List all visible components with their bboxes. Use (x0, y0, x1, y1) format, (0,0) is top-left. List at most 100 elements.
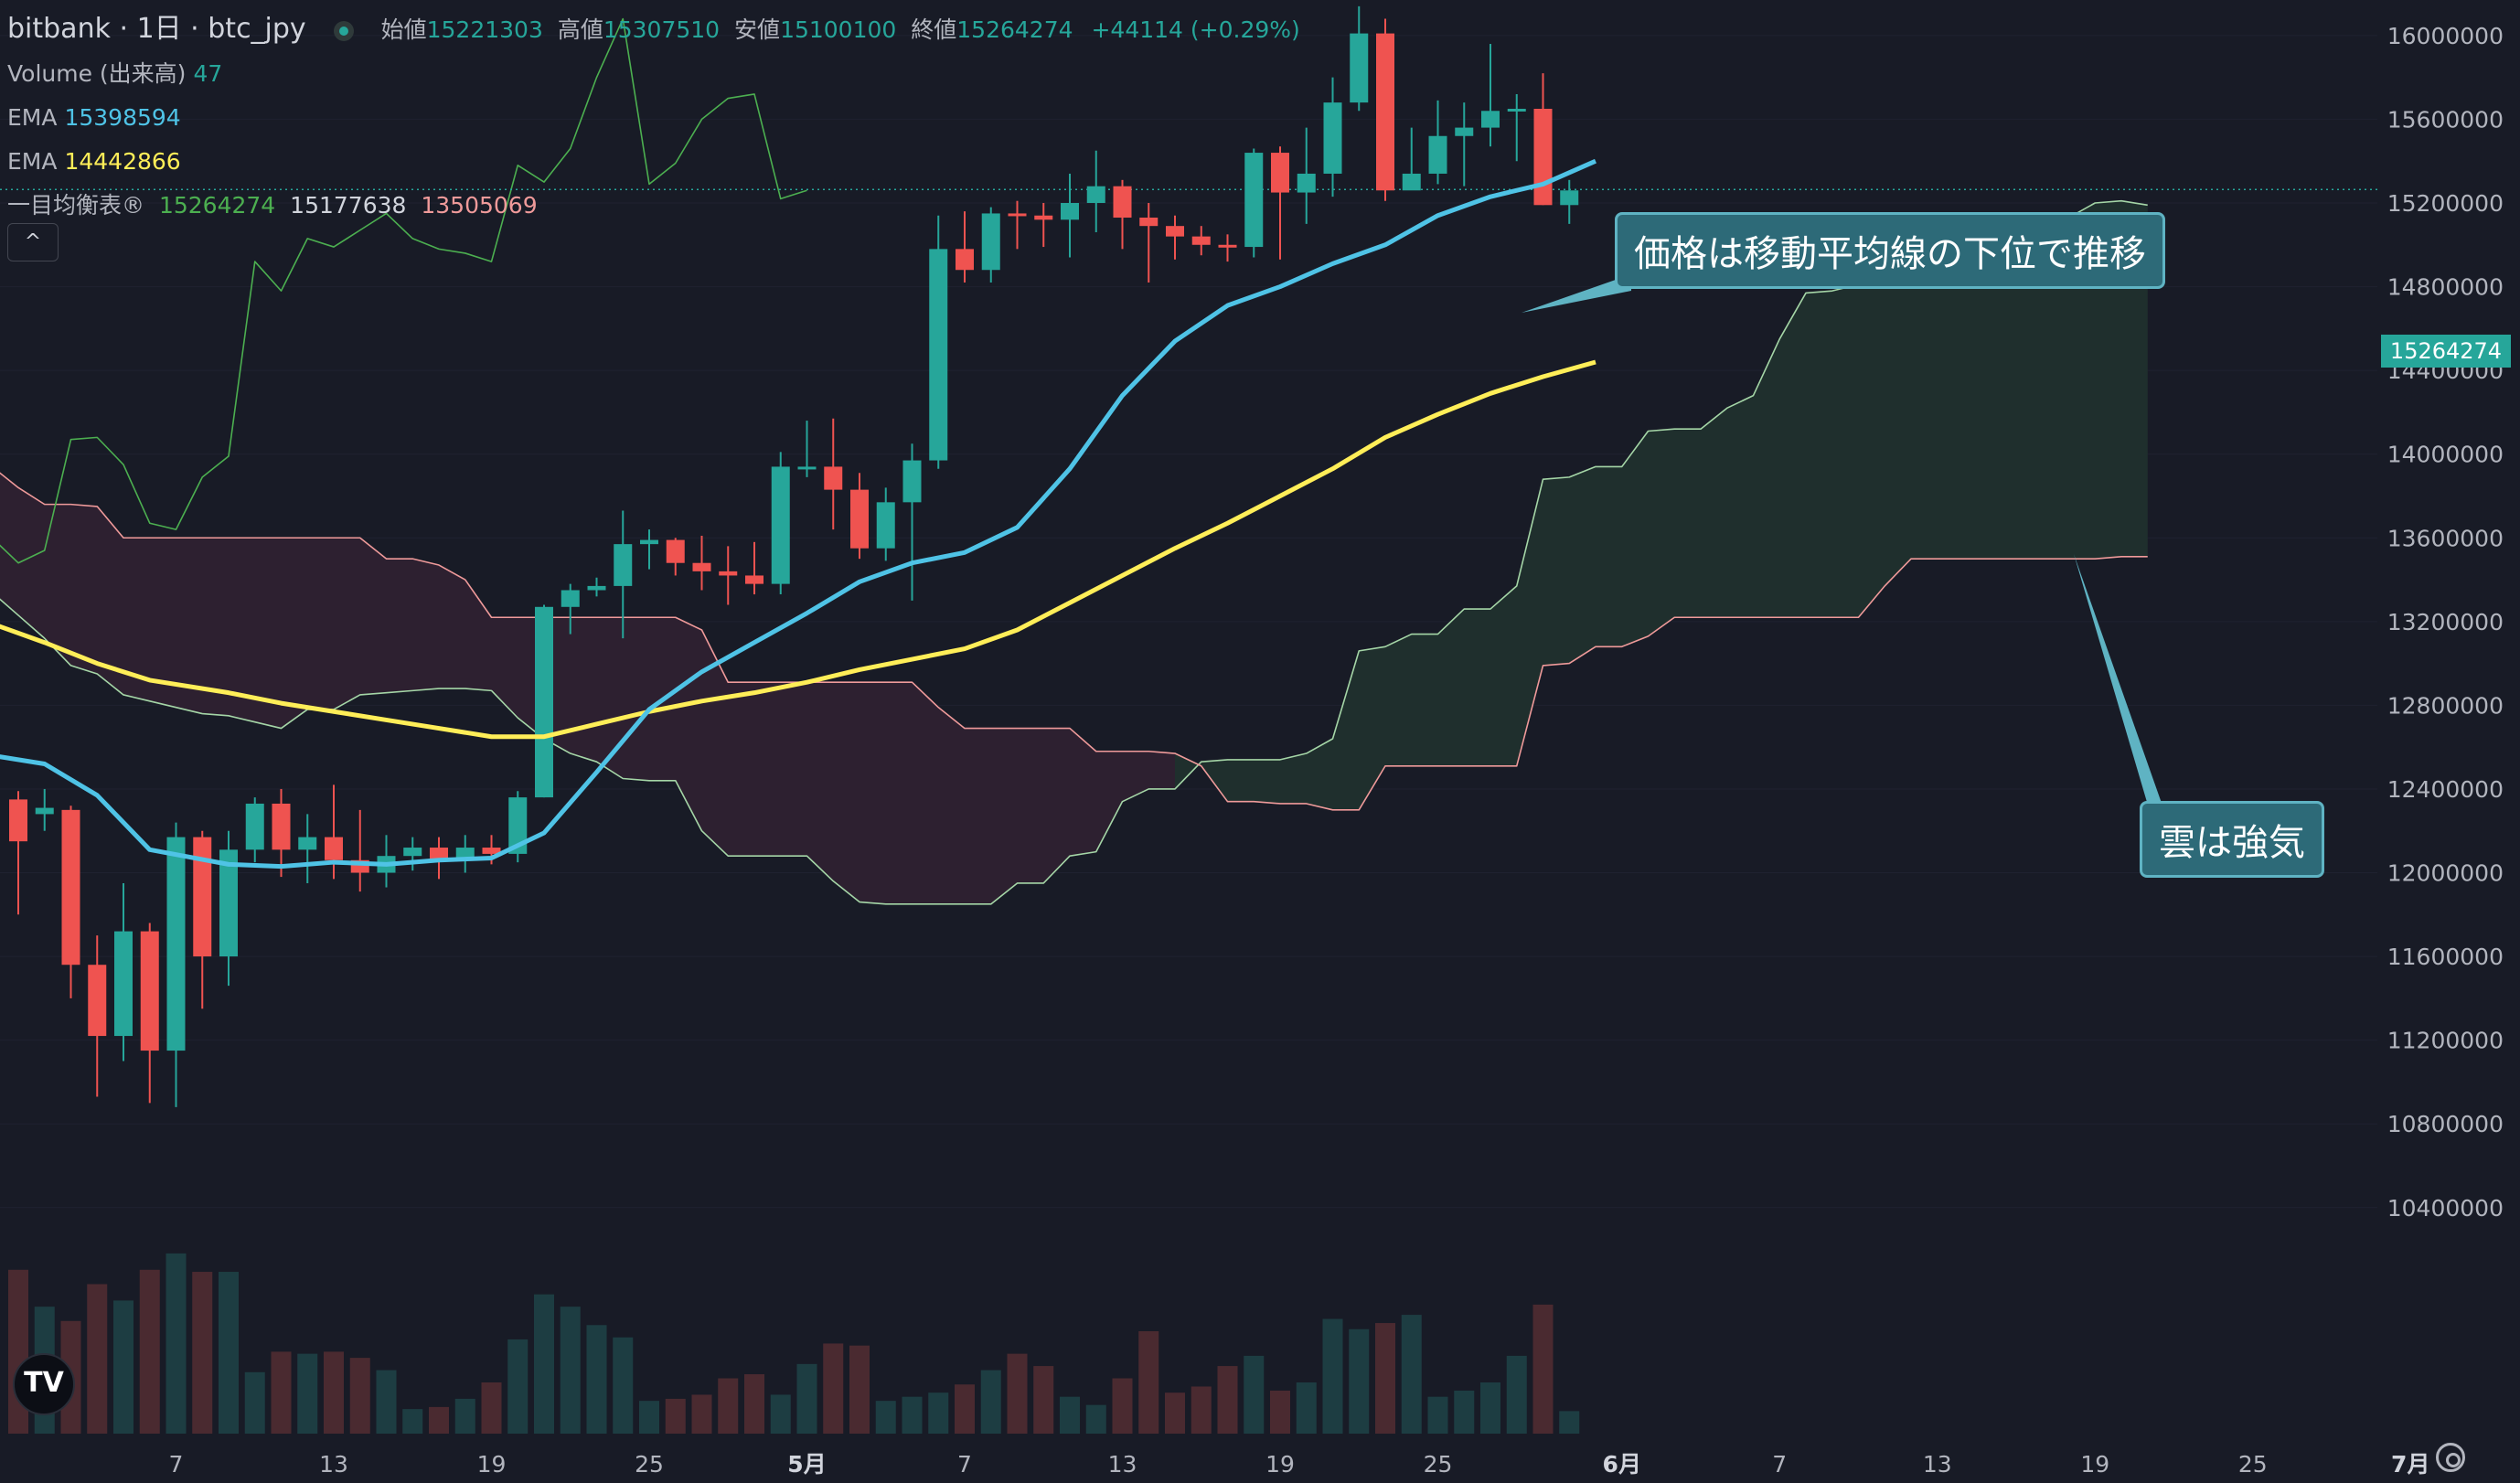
ema-fast-value: 15398594 (64, 104, 181, 131)
candle-up (1061, 203, 1079, 220)
x-tick-label: 7月 (2391, 1451, 2429, 1478)
candle-up (535, 606, 553, 798)
volume-bar (1401, 1315, 1422, 1434)
candle-down (9, 799, 27, 842)
y-tick-label: 13200000 (2387, 609, 2504, 635)
ichimoku-legend[interactable]: 一目均衡表® 15264274 15177638 13505069 (7, 184, 1300, 228)
volume-bar (1165, 1392, 1185, 1434)
volume-bar (139, 1269, 160, 1434)
candle-up (797, 466, 817, 470)
cloud-bullish (1175, 200, 2148, 810)
candle-down (850, 489, 869, 549)
candle-down (193, 837, 212, 957)
ema-fast-line (0, 158, 1597, 870)
candle-up (245, 803, 264, 850)
close-label: 終値 (911, 16, 957, 43)
volume-bar (875, 1401, 896, 1434)
ichimoku-label: 一目均衡表 (7, 192, 123, 219)
y-tick-label: 13600000 (2387, 525, 2504, 551)
volume-bar (1138, 1331, 1159, 1434)
candle-up (1297, 173, 1316, 193)
volume-bar (507, 1339, 529, 1434)
candle-up (876, 502, 895, 549)
ma-callout[interactable]: 価格は移動平均線の下位で推移 (1615, 212, 2165, 289)
volume-value: 47 (193, 60, 223, 87)
cloud-callout[interactable]: 雲は強気 (2140, 801, 2324, 878)
volume-label: Volume (出来高) (7, 60, 187, 87)
candle-up (508, 797, 528, 854)
volume-bar (1427, 1396, 1448, 1434)
candle-up (1086, 186, 1105, 203)
volume-bar (796, 1363, 817, 1434)
change-value: +44114 (+0.29%) (1091, 16, 1300, 43)
volume-bar (534, 1294, 554, 1434)
candle-down (140, 931, 159, 1051)
x-tick-label: 13 (319, 1451, 348, 1478)
open-value: 15221303 (426, 16, 543, 43)
settings-gear-icon[interactable] (2436, 1443, 2465, 1472)
candle-down (745, 575, 763, 584)
candle-down (692, 562, 711, 571)
y-tick-label: 10800000 (2387, 1111, 2504, 1137)
close-value: 15264274 (956, 16, 1073, 43)
tradingview-logo-icon[interactable]: TV (13, 1353, 75, 1415)
collapse-legend-button[interactable]: ^ (7, 223, 59, 261)
volume-bar (902, 1396, 923, 1434)
volume-bar (219, 1272, 239, 1434)
y-tick-label: 10400000 (2387, 1195, 2504, 1222)
x-tick-label: 25 (1424, 1451, 1453, 1478)
ohlc-row: bitbank · 1日 · btc_jpy 始値15221303 高値1530… (7, 7, 1300, 52)
candle-down (482, 848, 501, 854)
volume-bar (481, 1382, 502, 1434)
x-tick-label: 19 (1265, 1451, 1295, 1478)
volume-bar (955, 1384, 975, 1434)
x-tick-label: 7 (957, 1451, 972, 1478)
volume-bar (429, 1406, 449, 1434)
ma-callout-pointer (1522, 274, 1631, 313)
candle-up (35, 807, 54, 815)
ema-slow-legend[interactable]: EMA 14442866 (7, 140, 1300, 184)
x-tick-label: 19 (2080, 1451, 2109, 1478)
volume-bar (928, 1392, 949, 1434)
candle-down (1191, 236, 1211, 245)
y-tick-label: 12800000 (2387, 692, 2504, 719)
x-tick-label: 13 (1923, 1451, 1952, 1478)
volume-bar (1480, 1382, 1500, 1434)
candle-down (824, 466, 843, 490)
volume-bar (1506, 1355, 1527, 1434)
y-tick-label: 14800000 (2387, 274, 2504, 301)
volume-bar (1532, 1304, 1554, 1434)
volume-bar (770, 1394, 791, 1434)
candle-down (666, 539, 685, 563)
volume-bar (1322, 1318, 1343, 1434)
candle-down (719, 571, 738, 576)
y-tick-label: 11200000 (2387, 1028, 2504, 1054)
candle-up (1350, 33, 1369, 103)
y-tick-label: 12000000 (2387, 860, 2504, 887)
candle-up (1560, 190, 1579, 206)
volume-bar (376, 1370, 397, 1434)
y-tick-label: 15200000 (2387, 190, 2504, 217)
candle-up (561, 590, 580, 607)
low-value: 15100100 (780, 16, 897, 43)
volume-bar (1454, 1390, 1475, 1434)
x-tick-label: 25 (2238, 1451, 2268, 1478)
cloud-callout-pointer (2074, 554, 2163, 808)
ichimoku-value-1: 15264274 (158, 192, 276, 219)
symbol-title[interactable]: bitbank · 1日 · btc_jpy (7, 13, 306, 45)
candle-down (272, 803, 291, 850)
low-label: 安値 (734, 16, 781, 43)
chart-legend: bitbank · 1日 · btc_jpy 始値15221303 高値1530… (7, 7, 1300, 228)
y-tick-label: 11600000 (2387, 944, 2504, 970)
candle-up (1428, 135, 1447, 174)
volume-bar (1033, 1366, 1054, 1434)
x-tick-label: 13 (1108, 1451, 1137, 1478)
volume-legend[interactable]: Volume (出来高) 47 (7, 52, 1300, 96)
candle-up (1323, 102, 1342, 174)
candle-down (1533, 108, 1553, 206)
volume-bar (113, 1300, 133, 1434)
candle-down (1376, 33, 1394, 191)
current-price-label: 15264274 (2381, 335, 2511, 368)
ema-fast-legend[interactable]: EMA 15398594 (7, 96, 1300, 140)
